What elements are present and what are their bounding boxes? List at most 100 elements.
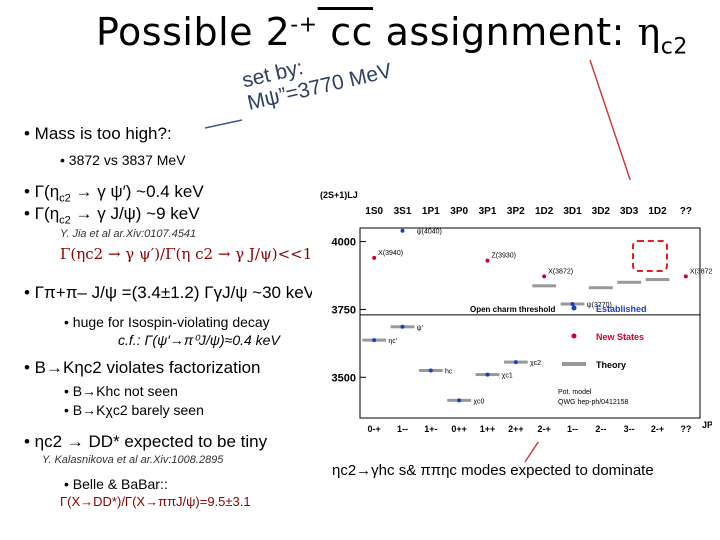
y-tick-label: 3750	[332, 304, 356, 316]
bullet-factorization: • B→Kηc2 violates factorization	[24, 358, 261, 377]
column-label: 3P1	[479, 206, 497, 217]
slide-title: Possible 2-+ cc assignment: ηc2	[96, 10, 688, 60]
legend-marker	[571, 305, 577, 311]
bullet-pipi-width: • Γπ+π– J/ψ =(3.4±1.2) ΓγJ/ψ ~30 keV	[24, 283, 316, 302]
new-state-label: X(3872)	[548, 268, 573, 275]
theory-level	[645, 278, 670, 282]
bullet-bkhc: • B→Khc not seen	[64, 383, 178, 399]
new-state-label: Z(3930)	[492, 253, 517, 260]
x-tick-label: 1--	[567, 424, 578, 434]
bullet-mass: • Mass is too high?:	[24, 124, 172, 143]
column-label: 3S1	[394, 206, 412, 217]
established-label: ψ′	[417, 325, 424, 332]
x-tick-label: 2-+	[538, 424, 551, 434]
established-label: ηc′	[388, 338, 397, 345]
new-state-point	[683, 274, 688, 279]
x-tick-label: 0++	[451, 424, 467, 434]
w1-rest: → γ ψ′) ~0.4 keV	[70, 182, 204, 201]
title-jpc: -+	[290, 12, 318, 38]
legend-entry: Theory	[596, 360, 626, 370]
x-axis-title: JPC	[702, 420, 712, 430]
w2-sub: c2	[59, 214, 71, 227]
legend-entry: New States	[596, 332, 644, 342]
theory-level	[588, 286, 613, 290]
new-state-point	[372, 255, 377, 260]
established-label: χc2	[530, 360, 541, 367]
title-cc: cc	[317, 10, 374, 54]
established-point	[400, 324, 405, 329]
established-label: hc	[445, 369, 453, 376]
new-state-label: X(3872)	[690, 268, 712, 275]
model-label: Pot. model	[558, 389, 592, 396]
legend-entry: Established	[596, 304, 647, 314]
established-point	[485, 372, 490, 377]
column-label: 3D2	[592, 206, 611, 217]
column-label: 1P1	[422, 206, 440, 217]
x-tick-label: 0-+	[368, 424, 381, 434]
established-point	[570, 302, 575, 306]
model-reference: QWG hep-ph/0412158	[558, 399, 629, 406]
x-tick-label: 1++	[480, 424, 496, 434]
established-point	[372, 338, 377, 343]
column-label: 1D2	[648, 206, 667, 217]
x-tick-label: 2--	[595, 424, 606, 434]
threshold-label: Open charm threshold	[470, 305, 555, 314]
y-tick-label: 3500	[332, 372, 356, 384]
column-label: 3P2	[507, 206, 525, 217]
reference-jia: Y. Jia et al ar.Xiv:0107.4541	[60, 228, 197, 240]
bullet-width-psi-prime: • Γ(ηc2 → γ ψ′) ~0.4 keV	[24, 182, 204, 204]
new-state-point	[485, 258, 490, 263]
x-tick-label: 1+-	[424, 424, 437, 434]
established-point	[400, 228, 405, 233]
bullet-belle: • Belle & BaBar::	[64, 476, 168, 492]
legend-marker	[562, 362, 586, 366]
belle-ratio: Γ(X→DD*)/Γ(X→ππJ/ψ)=9.5±3.1	[60, 494, 251, 509]
modes-note: ηc2→γhc s& ππηc modes expected to domina…	[332, 462, 654, 479]
new-state-point	[542, 274, 547, 279]
plot-frame	[359, 227, 701, 419]
established-label: ψ(4040)	[417, 229, 442, 236]
established-point	[428, 368, 433, 373]
column-label: 1D2	[535, 206, 554, 217]
theory-level	[532, 284, 557, 288]
charmonium-spectrum-chart: (2S+1)LJ 1S0 3S1 1P1 3P0 3P1 3P2 1D2 3D1 3D2 3D3 1D…	[312, 180, 712, 442]
established-point	[457, 398, 462, 403]
established-label: χc1	[502, 373, 513, 380]
bullet-ddstar: • ηc2 → DD* expected to be tiny	[24, 432, 268, 451]
title-eta: η	[637, 10, 661, 54]
isospin-compare: c.f.: Γ(ψ′→π⁰J/ψ)≈0.4 keV	[118, 332, 280, 348]
column-label: 3D3	[620, 206, 639, 217]
column-label: 1S0	[365, 206, 383, 217]
new-state-label: X(3940)	[378, 250, 403, 257]
title-prefix: Possible 2	[96, 10, 291, 54]
chart-root: (2S+1)LJ 1S0 3S1 1P1 3P0 3P1 3P2 1D2 3D1 3D2 3D3 1D…	[320, 190, 712, 434]
x-tick-label: 3--	[624, 424, 635, 434]
reference-kalasnikova: Y. Kalasnikova et al ar.Xiv:1008.2895	[42, 454, 224, 466]
bullet-isospin: • huge for Isospin-violating decay	[64, 314, 270, 330]
chart-header: (2S+1)LJ	[320, 190, 358, 200]
column-label: 3D1	[563, 206, 582, 217]
width-ratio: Γ(ηc2 → γ ψ′)/Γ(η c2 → γ J/ψ)<<1	[60, 245, 313, 263]
bullet-width-jpsi: • Γ(ηc2 → γ J/ψ) ~9 keV	[24, 204, 200, 226]
x-tick-label: ??	[680, 424, 691, 434]
bullet-bkchi: • B→Kχc2 barely seen	[64, 402, 204, 418]
highlight-x3872	[632, 240, 668, 272]
title-rest: assignment:	[373, 10, 638, 54]
column-label: 3P0	[450, 206, 468, 217]
y-tick-label: 4000	[332, 237, 356, 249]
established-label: ψ(3770)	[587, 302, 612, 309]
w1-sub: c2	[59, 192, 71, 205]
bullet-mass-compare: • 3872 vs 3837 MeV	[60, 152, 186, 168]
w1-a: • Γ(η	[24, 182, 60, 201]
established-label: χc0	[473, 398, 484, 405]
theory-level	[617, 280, 642, 284]
title-eta-sub: c2	[660, 34, 688, 60]
column-label: ??	[680, 206, 692, 217]
w2-rest: → γ J/ψ) ~9 keV	[70, 204, 200, 223]
x-tick-label: 1--	[397, 424, 408, 434]
x-tick-label: 2-+	[651, 424, 664, 434]
x-tick-label: 2++	[508, 424, 524, 434]
w2-a: • Γ(η	[24, 204, 60, 223]
legend-marker	[571, 333, 577, 339]
established-point	[513, 360, 518, 365]
